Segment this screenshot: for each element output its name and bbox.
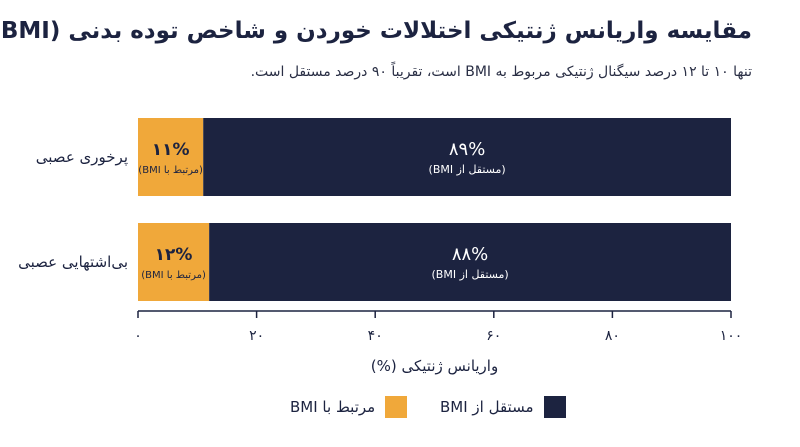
bar-segment [138,118,204,196]
category-label: پرخوری عصبی [36,148,128,167]
x-tick-label: ۲۰ [249,328,264,344]
data-sublabel: (مرتبط با BMI) [138,165,203,176]
data-sublabel: (مرتبط با BMI) [141,270,206,281]
x-tick-label: ۶۰ [486,328,501,344]
legend-swatch-independent [543,396,566,418]
bar-segment [209,223,731,301]
bar-segment [203,118,732,196]
x-tick-label: ۰ [134,328,142,344]
legend-label-related: مرتبط با BMI [290,398,376,416]
x-tick-label: ۴۰ [368,328,383,344]
data-label: ۱۲% [155,245,193,265]
data-sublabel: (مستقل از BMI) [432,268,509,281]
x-tick-label: ۸۰ [605,328,620,344]
legend-swatch-related [385,396,408,418]
x-tick-label: ۱۰۰ [720,328,743,344]
data-label: ۸۹% [449,139,485,160]
category-label: بی‌اشتهایی عصبی [18,253,128,271]
legend-item-independent: مستقل از BMI [440,394,566,420]
x-axis-title: واریانس ژنتیکی (%) [371,357,498,375]
chart-subtitle: تنها ۱۰ تا ۱۲ درصد سیگنال ژنتیکی مربوط ب… [250,64,752,80]
data-label: ۱۱% [152,140,190,160]
bar-segment [138,223,210,301]
legend-label-independent: مستقل از BMI [440,398,534,416]
data-label: ۸۸% [452,244,488,265]
chart-title: مقایسه واریانس ژنتیکی اختلالات خوردن و ش… [0,18,752,44]
data-sublabel: (مستقل از BMI) [429,163,506,176]
legend-item-related: مرتبط با BMI [290,394,408,420]
